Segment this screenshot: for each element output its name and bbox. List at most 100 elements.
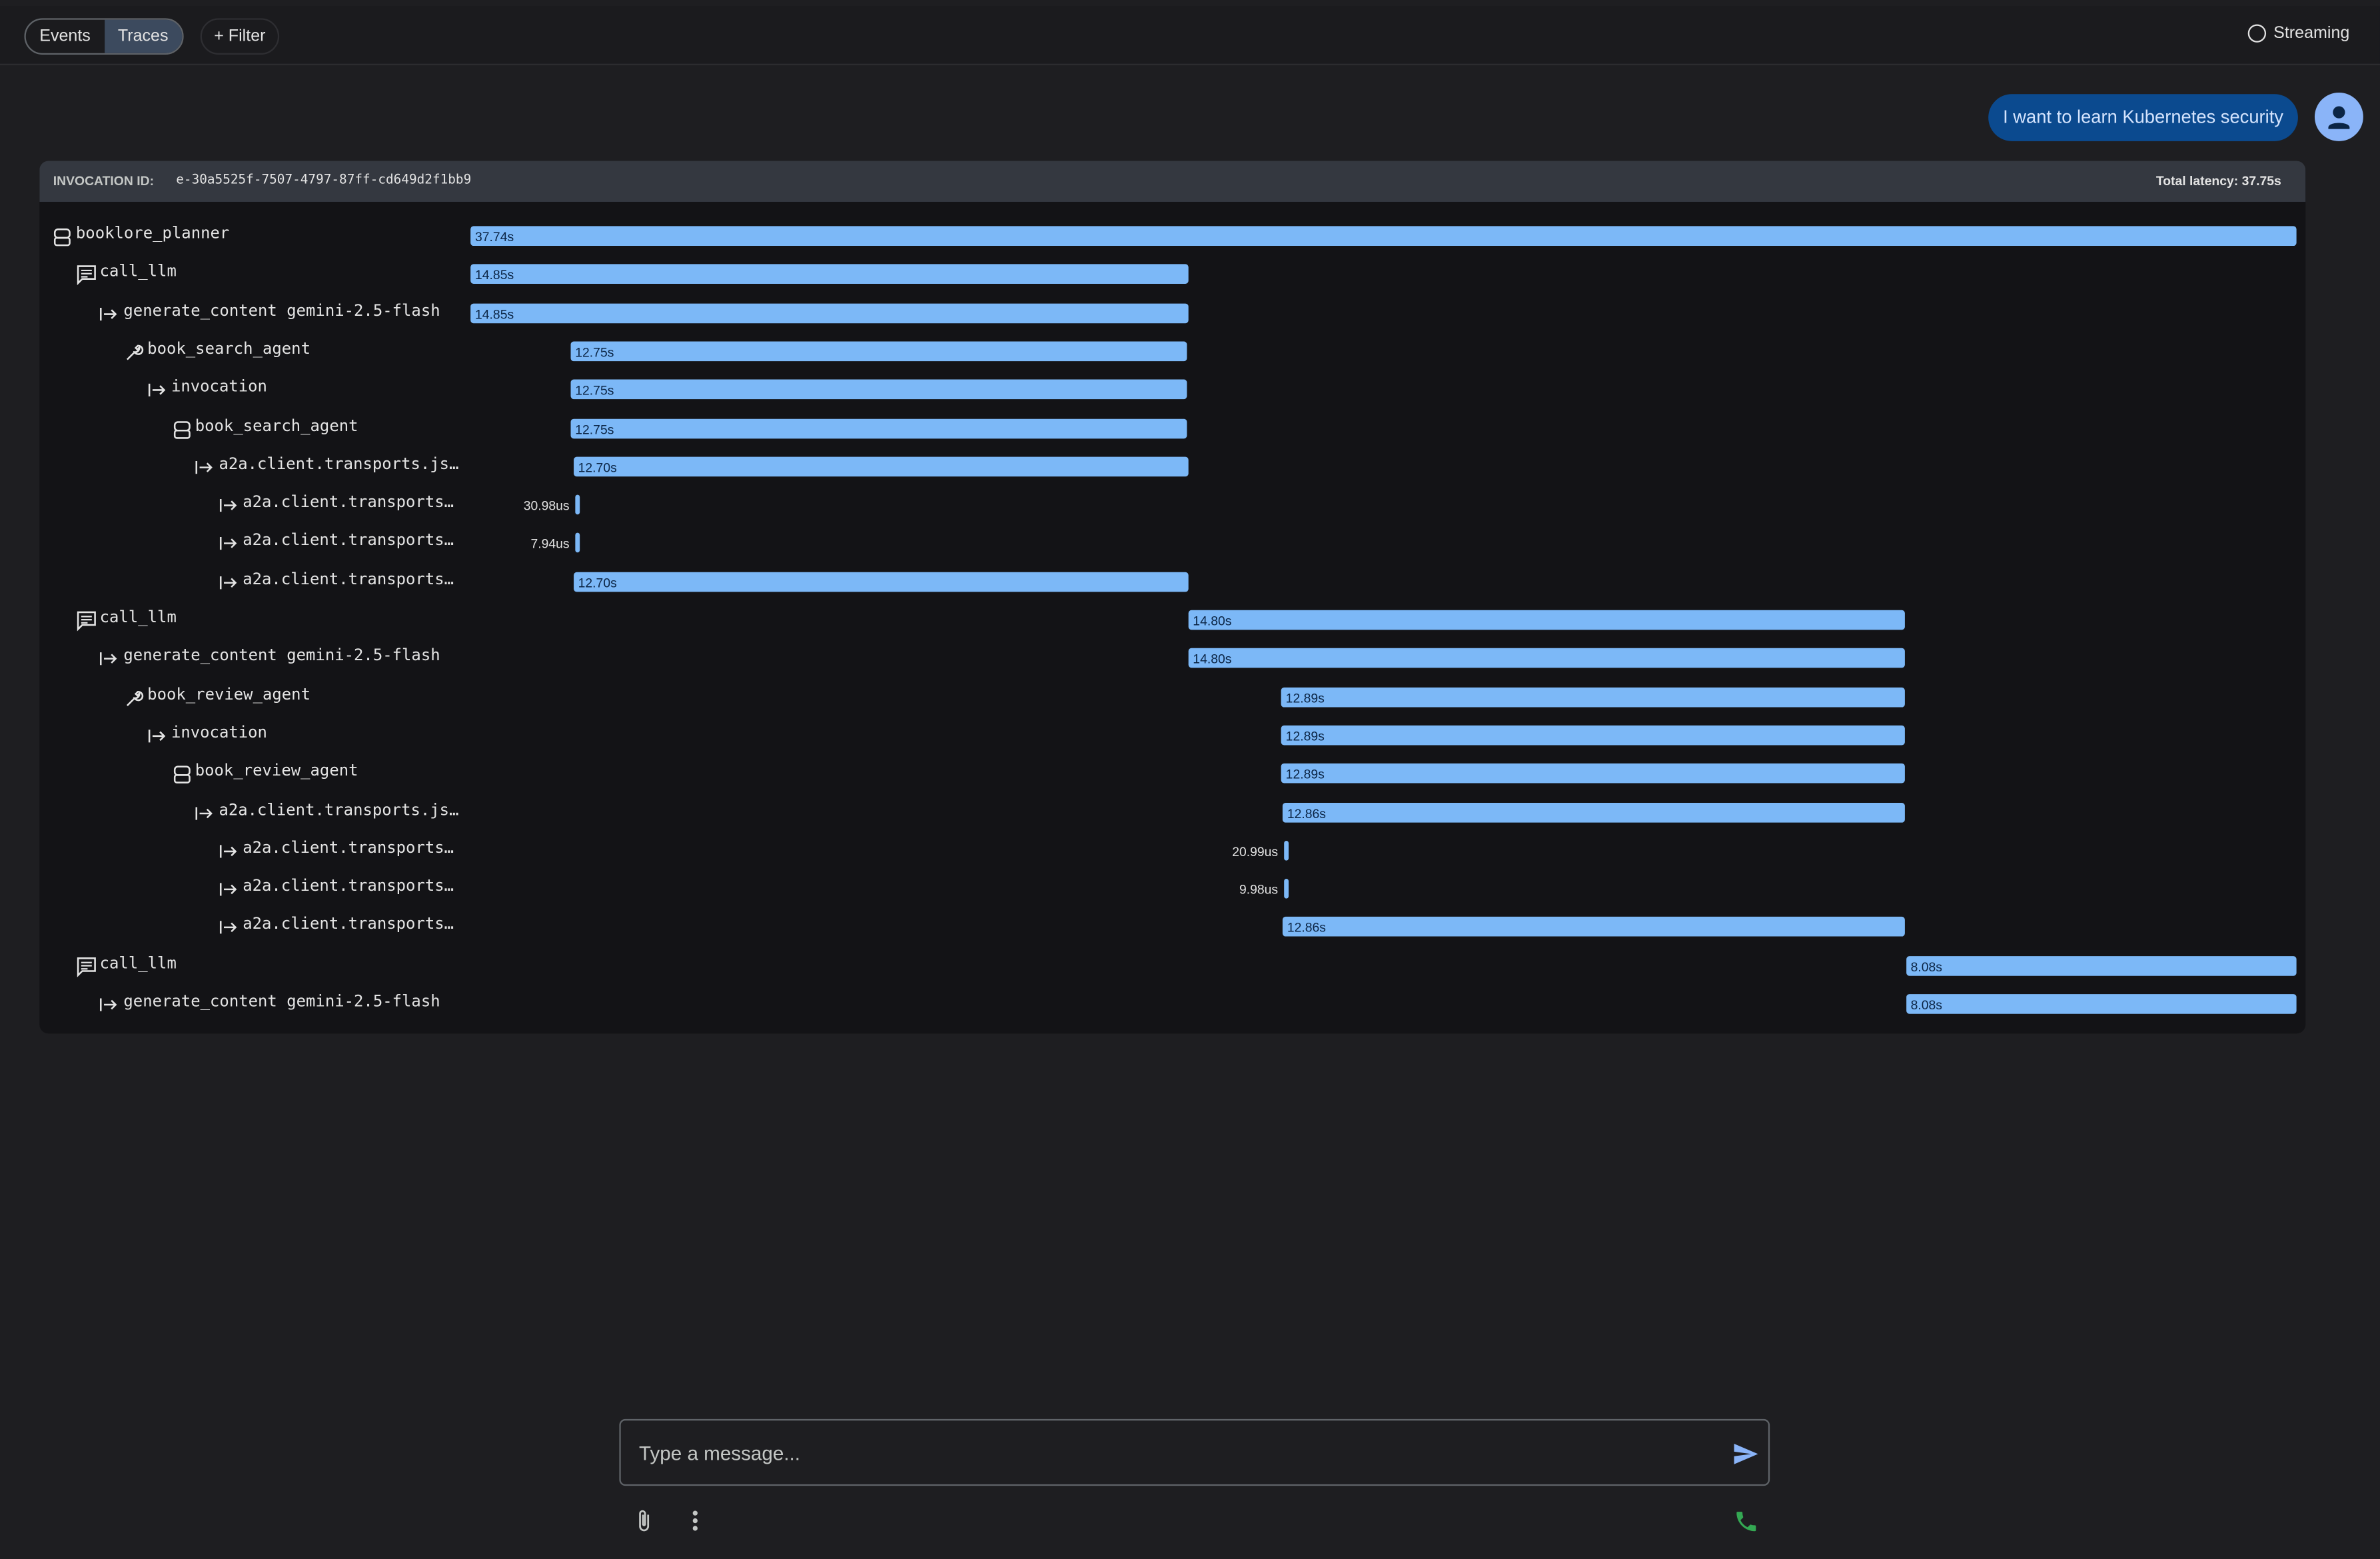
invocation-header: INVOCATION ID: e-30a5525f-7507-4797-87ff… (39, 161, 2306, 202)
tab[interactable]: Traces (104, 19, 183, 53)
tab[interactable]: Events (39, 27, 91, 46)
span-bar (575, 533, 580, 554)
span-name: book_review_agent (147, 685, 310, 704)
span-icon (195, 806, 213, 819)
trace-row[interactable]: a2a.client.transports… 9.98us (39, 870, 2305, 908)
total-latency: Total latency: 37.75s (2155, 173, 2281, 189)
send-button[interactable] (1732, 1440, 1759, 1468)
span-bar (1284, 840, 1289, 861)
span-icon (219, 883, 237, 896)
span-name: generate_content gemini-2.5-flash (123, 647, 440, 666)
trace-row[interactable]: book_review_agent 12.89s (39, 755, 2305, 793)
duration-label: 14.85s (475, 306, 514, 322)
invocation-id: e-30a5525f-7507-4797-87ff-cd649d2f1bb9 (176, 173, 472, 189)
duration-label: 8.08s (1910, 997, 1942, 1013)
span-name: book_search_agent (195, 416, 358, 435)
llm-icon (77, 611, 96, 632)
trace-row[interactable]: book_search_agent 12.75s (39, 332, 2305, 370)
span-name: a2a.client.transports… (243, 570, 454, 589)
span-bar (570, 418, 1187, 438)
icon-stroke (81, 961, 92, 969)
duration-label: 14.80s (1193, 651, 1232, 667)
message-input[interactable]: Type a message... (619, 1418, 1770, 1486)
streaming-toggle[interactable]: Streaming (2247, 24, 2350, 43)
attach-icon (639, 1510, 650, 1532)
input-placeholder: Type a message... (639, 1442, 801, 1465)
span-bar (570, 341, 1187, 361)
trace-row[interactable]: generate_content gemini-2.5-flash 14.80s (39, 640, 2305, 678)
icon-stroke (219, 499, 237, 512)
trace-row[interactable]: booklore_planner 37.74s (39, 217, 2305, 255)
span-bar (470, 264, 1189, 284)
icon-stroke (219, 844, 237, 858)
duration-label: 12.70s (578, 574, 617, 590)
duration-label: 30.98us (523, 498, 570, 514)
span-bar (575, 494, 580, 515)
span-name: a2a.client.transports… (243, 877, 454, 896)
duration-label: 7.94us (530, 536, 570, 552)
span-icon (219, 537, 237, 550)
duration-label: 12.89s (1285, 766, 1325, 782)
trace-row[interactable]: call_llm 8.08s (39, 947, 2305, 985)
duration-label: 12.86s (1287, 920, 1327, 936)
span-name: generate_content gemini-2.5-flash (123, 301, 440, 320)
trace-row[interactable]: invocation 12.75s (39, 370, 2305, 408)
span-bar (1284, 879, 1289, 899)
attach-button[interactable] (632, 1507, 656, 1534)
trace-row[interactable]: a2a.client.transports… 30.98us (39, 486, 2305, 524)
agent-icon (173, 420, 190, 438)
span-icon (219, 921, 237, 935)
trace-row[interactable]: call_llm 14.80s (39, 601, 2305, 639)
span-icon (195, 460, 213, 474)
icon-stroke (81, 270, 92, 278)
invocation-id-label: INVOCATION ID: (53, 173, 155, 189)
toolbar: Events Traces + Filter Streaming (0, 6, 2380, 65)
call-button[interactable] (1733, 1508, 1759, 1534)
duration-label: 14.85s (475, 267, 514, 283)
trace-row[interactable]: a2a.client.transports… 12.86s (39, 908, 2305, 946)
icon-stroke (127, 344, 144, 360)
icon-stroke (173, 428, 190, 438)
icon-stroke (81, 616, 92, 624)
icon-stroke (195, 806, 213, 819)
duration-label: 12.75s (575, 382, 614, 398)
trace-row[interactable]: call_llm 14.85s (39, 255, 2305, 293)
trace-row[interactable]: a2a.client.transports… 7.94us (39, 524, 2305, 562)
avatar-body (2328, 123, 2350, 129)
span-bar (1281, 764, 1905, 783)
span-bar (1906, 955, 2297, 976)
trace-row[interactable]: generate_content gemini-2.5-flash 8.08s (39, 985, 2305, 1023)
span-name: invocation (171, 724, 267, 742)
more-button[interactable] (686, 1508, 704, 1532)
trace-row[interactable]: book_review_agent 12.89s (39, 678, 2305, 716)
llm-icon (77, 957, 96, 977)
duration-label: 14.80s (1193, 613, 1232, 629)
trace-row[interactable]: book_search_agent 12.75s (39, 409, 2305, 447)
trace-row[interactable]: a2a.client.transports.js… 12.86s (39, 793, 2305, 831)
filter-button[interactable]: + Filter (200, 18, 280, 55)
trace-row[interactable]: a2a.client.transports… 12.70s (39, 562, 2305, 600)
icon-stroke (148, 730, 165, 743)
duration-label: 8.08s (1910, 958, 1942, 974)
icon-stroke (53, 228, 71, 239)
invocation-panel: INVOCATION ID: e-30a5525f-7507-4797-87ff… (39, 161, 2306, 1034)
trace-row[interactable]: generate_content gemini-2.5-flash 14.85s (39, 294, 2305, 332)
duration-label: 12.70s (578, 459, 617, 475)
span-name: call_llm (99, 608, 177, 627)
trace-row[interactable]: a2a.client.transports… 20.99us (39, 831, 2305, 869)
span-bar (1281, 725, 1905, 746)
trace-row[interactable]: a2a.client.transports.js… 12.70s (39, 448, 2305, 486)
duration-label: 12.86s (1287, 805, 1327, 821)
streaming-label: Streaming (2273, 24, 2350, 43)
trace-row[interactable]: invocation 12.89s (39, 716, 2305, 754)
span-bar (570, 379, 1187, 400)
trace-rows: booklore_planner 37.74s call_llm 14.85s gene… (39, 217, 2305, 1021)
span-bar (573, 572, 1188, 592)
duration-label: 9.98us (1239, 881, 1279, 897)
icon-stroke (173, 774, 190, 784)
span-icon (219, 576, 237, 589)
span-icon (219, 844, 237, 858)
icon-stroke (195, 460, 213, 474)
span-name: booklore_planner (75, 225, 230, 243)
